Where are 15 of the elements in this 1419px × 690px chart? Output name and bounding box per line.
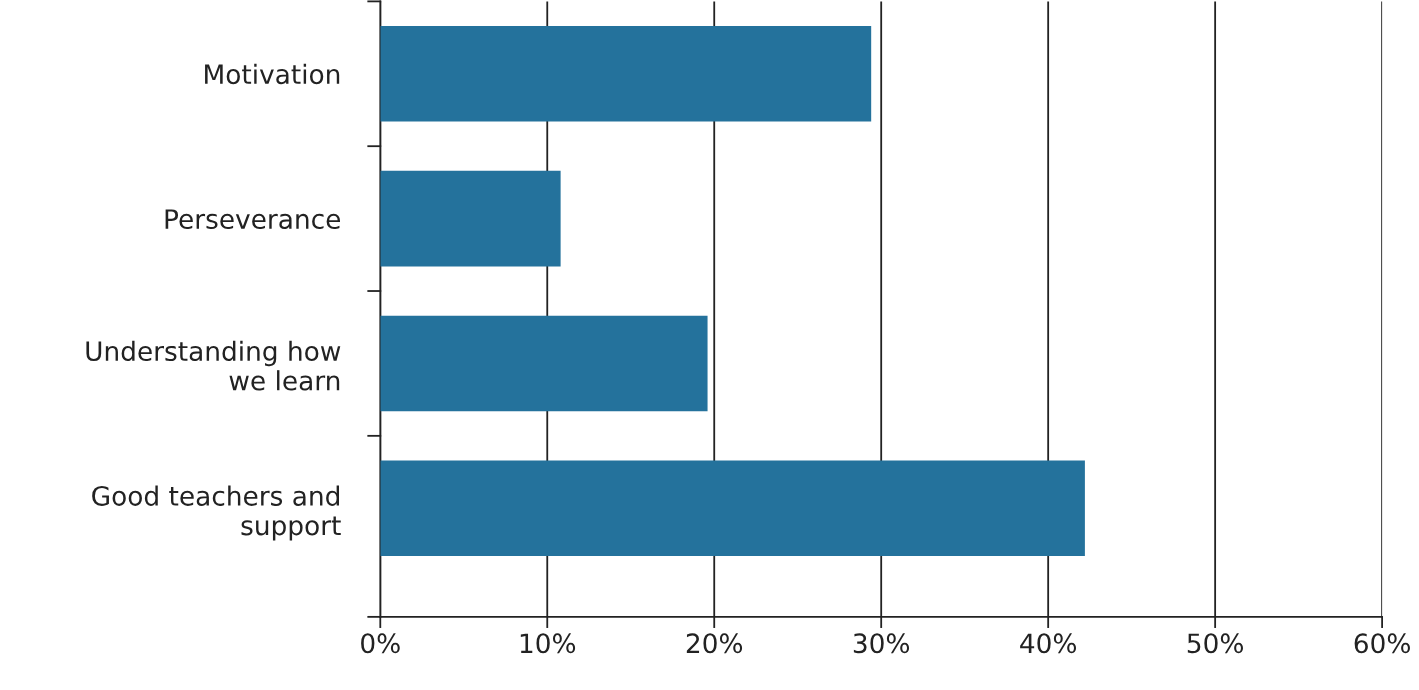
y-tick-label: Good teachers and support [92, 485, 341, 541]
y-tick-label: Understanding how we learn [86, 340, 341, 391]
x-tick-label: 50% [1187, 633, 1244, 654]
y-tick-label: Perseverance [165, 209, 340, 230]
bar [380, 170, 561, 267]
bar [380, 315, 708, 412]
x-tick-label: 40% [1020, 633, 1077, 654]
x-tick-label: 0% [361, 633, 400, 654]
x-tick-label: 10% [520, 633, 576, 654]
bar [380, 460, 1085, 557]
bar [380, 26, 872, 122]
x-tick-label: 60% [1354, 633, 1410, 654]
y-tick-label: Motivation [205, 63, 340, 85]
x-tick-label: 30% [853, 633, 910, 654]
x-tick-label: 20% [686, 633, 743, 654]
